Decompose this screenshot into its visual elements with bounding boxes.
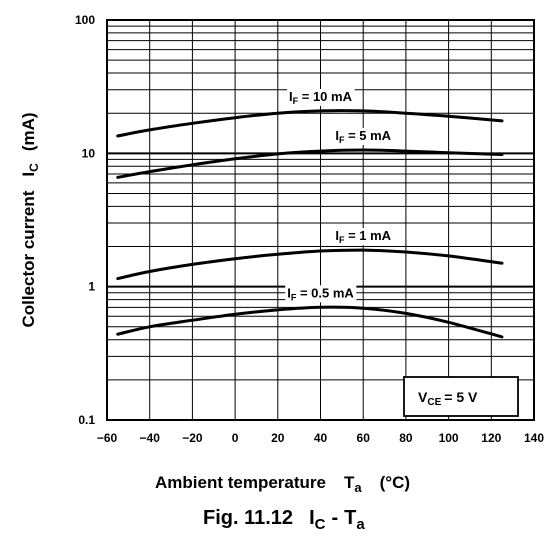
condition-sub: CE (427, 397, 441, 408)
series-label: IF = 1 mA (335, 228, 391, 245)
svg-text:VCE= 5 V: VCE = 5 V (418, 389, 478, 408)
series-line (116, 248, 504, 281)
caption-sym2: T (344, 507, 356, 529)
x-tick-labels: −60 −40 −20 0 20 40 60 80 100 120 140 (97, 431, 545, 445)
caption-prefix: Fig. 11.12 (203, 507, 293, 529)
series-label-background (333, 228, 394, 246)
x-tick-label: 40 (314, 431, 328, 445)
x-tick-label: −20 (182, 431, 203, 445)
x-tick-label: 20 (271, 431, 285, 445)
series-label-sub: F (339, 135, 345, 145)
x-tick-label: 0 (232, 431, 239, 445)
figure-caption: Fig. 11.12 IC - Ta (203, 507, 365, 533)
series-label-sub: F (291, 292, 297, 302)
condition-symbol: V (418, 389, 428, 405)
y-label-symbol: I (19, 172, 38, 177)
curves (116, 109, 504, 339)
x-label-sub: a (354, 480, 362, 495)
y-tick-labels: 0.1 1 10 100 (75, 13, 95, 427)
series-label-sub: F (293, 96, 299, 106)
series-label-symbol: I (287, 285, 291, 300)
caption-sub2: a (356, 516, 365, 533)
y-tick-label: 1 (88, 280, 95, 294)
y-tick-label: 100 (75, 13, 95, 27)
series-label-sub: F (339, 235, 345, 245)
x-tick-label: 60 (357, 431, 371, 445)
series-label-background (287, 88, 355, 106)
x-label-symbol: T (344, 473, 355, 492)
series-label: IF = 5 mA (335, 128, 391, 145)
y-label-text: Collector current (19, 190, 38, 327)
series-label-value: = 10 mA (298, 89, 352, 104)
x-tick-label: 120 (481, 431, 501, 445)
y-tick-label: 10 (82, 146, 96, 160)
x-tick-label: 140 (524, 431, 544, 445)
series-label: IF = 0.5 mA (287, 285, 354, 302)
series-label-symbol: I (289, 89, 293, 104)
y-label-sub: C (27, 163, 41, 172)
x-label-text: Ambient temperature (155, 473, 326, 492)
series-label-background (285, 285, 357, 303)
plot-frame (106, 19, 535, 421)
series-label-symbol: I (335, 228, 339, 243)
condition-value: = 5 V (444, 389, 478, 405)
y-label-unit: (mA) (19, 112, 38, 151)
x-tick-label: 80 (399, 431, 413, 445)
x-tick-label: −40 (140, 431, 161, 445)
series-label-symbol: I (335, 128, 339, 143)
x-tick-label: 100 (439, 431, 459, 445)
condition-box: VCE = 5 V (403, 376, 519, 417)
series-line (116, 305, 504, 339)
series-label-value: = 5 mA (344, 128, 391, 143)
series-line (116, 109, 504, 138)
x-tick-label: −60 (97, 431, 118, 445)
x-axis-label: Ambient temperature Ta (°C) (155, 473, 410, 495)
caption-sym1: I (309, 507, 315, 529)
series-label-background (333, 127, 394, 145)
x-label-unit: (°C) (380, 473, 410, 492)
caption-sub1: C (315, 516, 326, 533)
series-label-value: = 1 mA (344, 228, 391, 243)
caption-dash: - (331, 507, 338, 529)
series-label: IF = 10 mA (289, 89, 353, 106)
y-tick-label: 0.1 (78, 413, 95, 427)
y-axis-label: Collector current IC (mA) (19, 112, 41, 327)
series-label-value: = 0.5 mA (296, 285, 354, 300)
series-line (116, 148, 504, 179)
